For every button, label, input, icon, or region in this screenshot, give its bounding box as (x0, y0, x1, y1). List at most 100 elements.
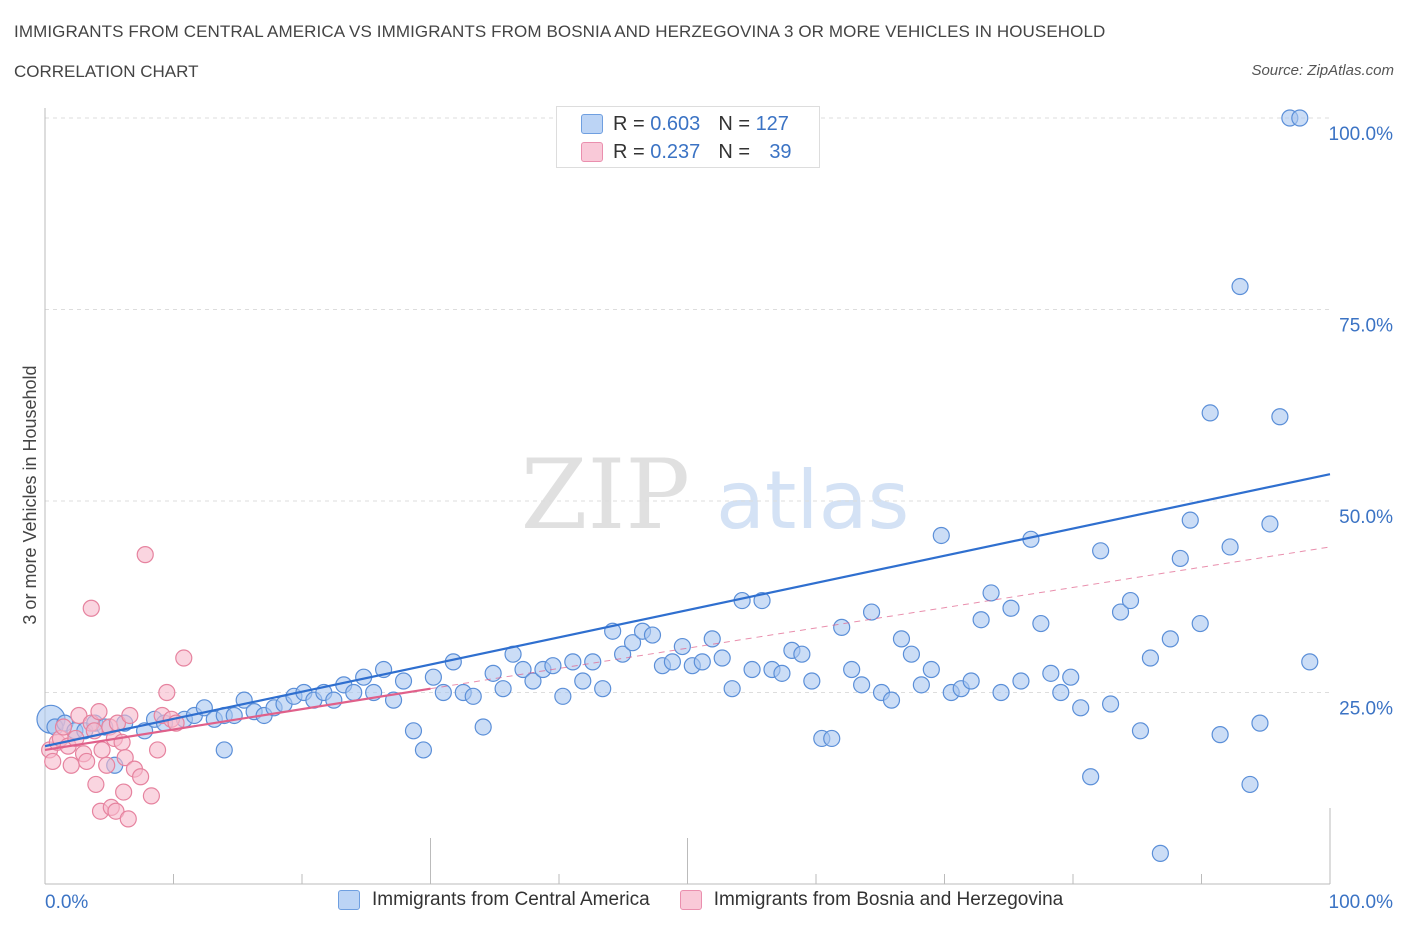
point-central-america (394, 672, 413, 690)
point-bosnia (44, 752, 62, 771)
point-central-america (1062, 668, 1080, 686)
legend-n-value: 127 (755, 112, 789, 135)
point-central-america (623, 634, 642, 652)
point-central-america (1241, 775, 1259, 794)
source-label: Source: ZipAtlas.com (1251, 62, 1394, 79)
point-central-america (972, 611, 990, 629)
trendline-bosnia (430, 546, 1331, 690)
stats-legend: R = 0.603 N = 127 R = 0.237 N = 39 (556, 106, 820, 168)
trendline-bosnia (44, 687, 431, 752)
legend-item-central-america: Immigrants from Central America (338, 889, 650, 911)
point-central-america (494, 680, 512, 698)
point-bosnia (116, 749, 134, 767)
point-central-america (643, 626, 662, 644)
point-central-america (584, 653, 602, 671)
point-central-america (574, 672, 592, 690)
point-bosnia (132, 768, 150, 786)
point-central-america (1052, 683, 1070, 702)
point-central-america (1002, 599, 1020, 617)
point-central-america (743, 660, 761, 679)
x-tick-label: 0.0% (45, 892, 88, 913)
legend-n-value: 39 (769, 140, 792, 163)
point-bosnia (136, 546, 154, 564)
point-central-america (892, 630, 911, 648)
point-bosnia (142, 787, 160, 805)
point-bosnia (62, 756, 80, 774)
legend-swatch-blue (581, 114, 603, 134)
legend-n-label: N = (718, 112, 750, 135)
point-central-america (843, 660, 861, 679)
point-central-america (424, 668, 442, 686)
point-central-america (1181, 511, 1199, 529)
point-central-america (484, 664, 502, 682)
legend-swatch-blue (338, 890, 360, 910)
point-central-america (1171, 549, 1189, 568)
point-bosnia (78, 752, 96, 771)
point-central-america (1121, 591, 1140, 610)
point-central-america (1111, 603, 1130, 621)
point-central-america (803, 672, 821, 690)
point-central-america (723, 680, 741, 698)
point-central-america (414, 741, 433, 759)
point-central-america (215, 741, 233, 759)
point-central-america (793, 645, 811, 663)
y-axis-label: 3 or more Vehicles in Household (20, 365, 40, 624)
point-central-america (882, 691, 901, 709)
point-central-america (1082, 768, 1100, 786)
point-central-america (982, 584, 1000, 602)
point-central-america (962, 672, 980, 690)
y-tick-label: 25.0% (1339, 699, 1393, 720)
legend-swatch-pink (679, 890, 702, 910)
legend-row-bosnia: R = 0.237 N = 39 (581, 140, 792, 164)
legend-item-label: Immigrants from Central America (372, 889, 650, 910)
point-central-america (1092, 542, 1110, 560)
point-central-america (1072, 699, 1090, 717)
series-legend: Immigrants from Central America Immigran… (338, 889, 1093, 911)
y-tick-label: 100.0% (1329, 124, 1394, 145)
point-bosnia (82, 599, 100, 617)
point-central-america (1201, 404, 1219, 422)
point-central-america (1131, 722, 1150, 740)
point-central-america (1301, 653, 1319, 671)
point-central-america (345, 683, 363, 702)
point-central-america (773, 664, 791, 682)
point-central-america (853, 676, 871, 694)
point-central-america (1271, 408, 1289, 426)
point-bosnia (87, 775, 105, 794)
point-central-america (902, 645, 921, 663)
legend-r-value: 0.237 (650, 140, 701, 163)
legend-swatch-pink (581, 142, 603, 162)
point-bosnia (115, 783, 133, 801)
point-central-america (1161, 630, 1179, 648)
point-central-america (1151, 844, 1169, 862)
point-bosnia (70, 706, 88, 725)
point-central-america (1191, 614, 1209, 633)
point-central-america (1012, 672, 1030, 690)
point-central-america (1042, 664, 1060, 682)
legend-r-label: R = (613, 112, 645, 135)
point-central-america (833, 618, 851, 636)
point-central-america (1032, 614, 1050, 633)
trendline-central-america (44, 473, 1331, 748)
point-bosnia (90, 703, 108, 721)
point-central-america (713, 649, 731, 667)
point-bosnia (98, 756, 116, 774)
point-central-america (823, 729, 841, 748)
point-central-america (1211, 726, 1229, 744)
legend-r-value: 0.603 (650, 112, 701, 135)
legend-r-label: R = (613, 140, 645, 163)
point-central-america (663, 653, 682, 671)
point-central-america (1101, 695, 1120, 713)
point-central-america (514, 660, 532, 679)
legend-row-central-america: R = 0.603 N = 127 (581, 112, 789, 136)
point-central-america (1261, 515, 1279, 533)
legend-item-bosnia: Immigrants from Bosnia and Herzegovina (679, 889, 1063, 911)
point-central-america (434, 683, 452, 702)
point-central-america (1221, 538, 1239, 556)
point-central-america (693, 653, 711, 671)
point-bosnia (158, 683, 176, 702)
point-central-america (1251, 714, 1269, 732)
point-central-america (992, 683, 1010, 702)
point-central-america (673, 637, 691, 656)
